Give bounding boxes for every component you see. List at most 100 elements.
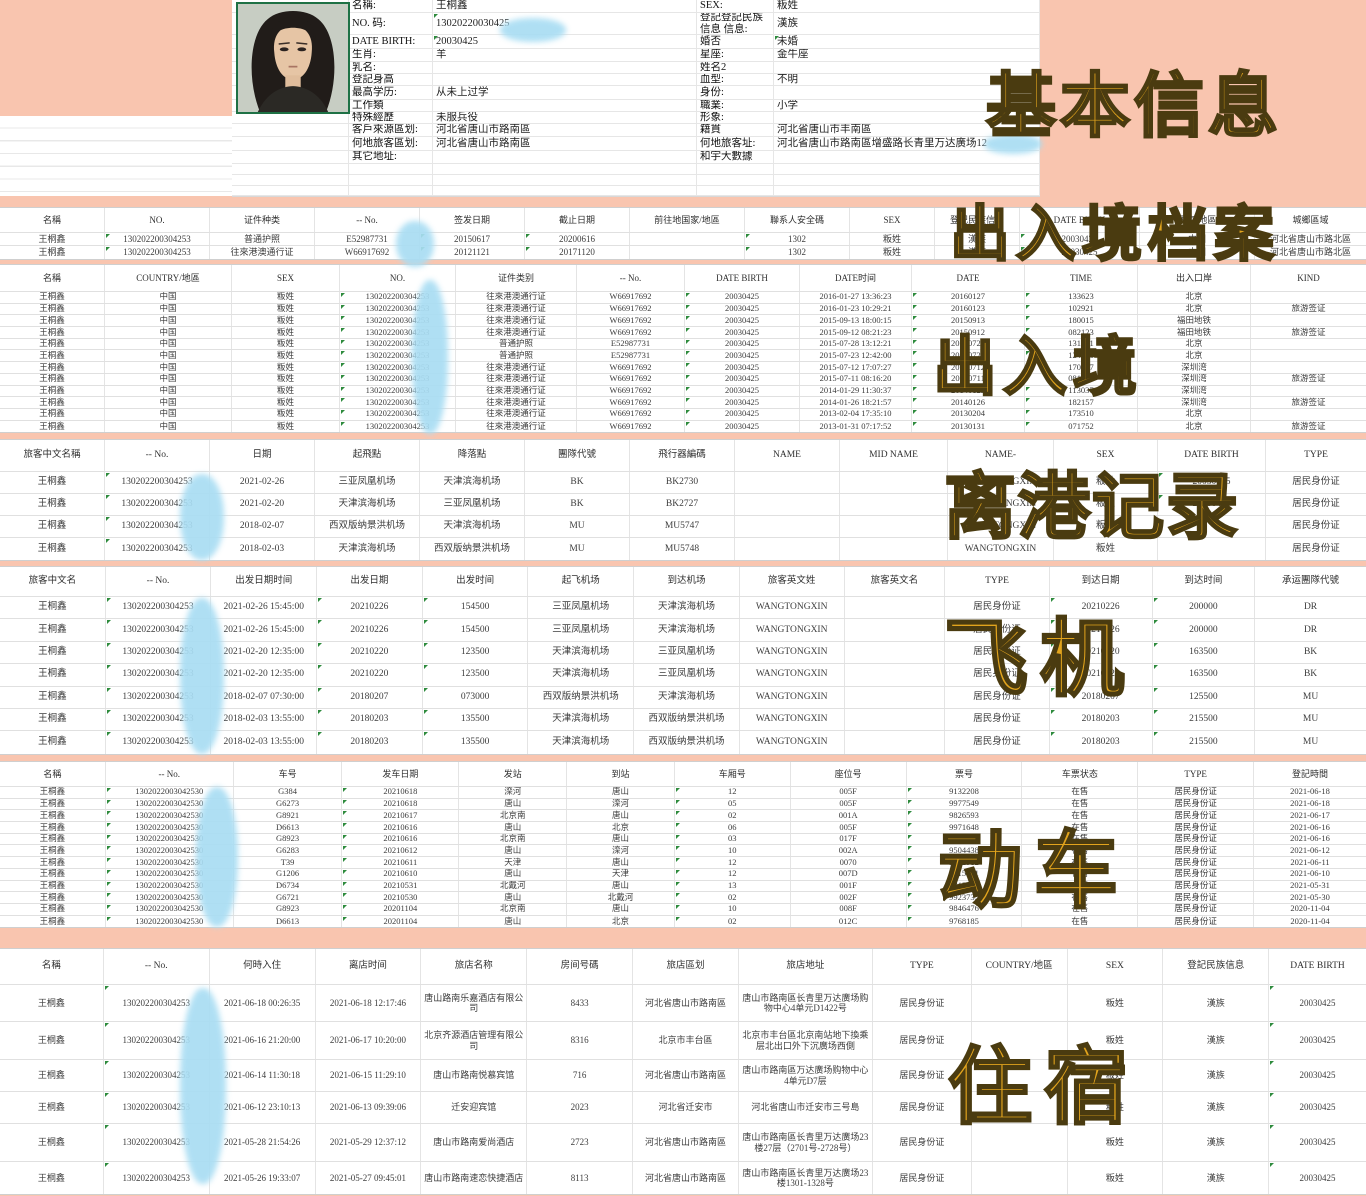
table-cell[interactable]: 20150617 [420, 233, 525, 245]
table-cell[interactable]: 163500 [1153, 641, 1256, 664]
column-header[interactable]: NAME [735, 440, 840, 471]
table-cell[interactable]: 20180203 [1050, 708, 1153, 731]
column-header[interactable]: 名稱 [0, 762, 106, 786]
field-label[interactable]: 登記登記民族信息 信息: [697, 13, 774, 34]
table-row[interactable]: 王桐鑫 中国 粄姓 130202200304253 往來港澳通行证 W66917692 20… [0, 373, 1366, 386]
table-cell[interactable]: 天津 [459, 857, 568, 868]
table-cell[interactable]: WANGTONGXIN [948, 538, 1054, 560]
table-cell[interactable]: 154500 [423, 619, 529, 641]
table-cell[interactable]: 王桐鑫 [0, 385, 105, 397]
table-cell[interactable]: DR [1303, 624, 1318, 635]
field-label[interactable]: 最高学历: [349, 86, 433, 99]
table-cell[interactable]: 20210618 [342, 798, 460, 810]
table-cell[interactable]: 王桐鑫 [0, 810, 106, 822]
table-cell[interactable]: 中国 [1140, 246, 1255, 259]
table-cell[interactable]: 粄姓 [232, 315, 340, 327]
table-row[interactable]: 王桐鑫 1302022003042530 G6721 20210530 唐山 北戴河 02 0… [0, 892, 1366, 904]
table-cell[interactable]: E52987731 [577, 350, 685, 362]
table-cell[interactable]: 200000 [1153, 597, 1256, 619]
table-cell[interactable]: MU5747 [630, 516, 735, 537]
column-header[interactable]: 旅客英文姓 [740, 567, 845, 596]
table-cell[interactable]: 唐山市路南區长青里万达廣场购物中心4单元D1422号 [739, 985, 873, 1021]
table-cell[interactable]: 三亚凤凰机场 [315, 472, 420, 493]
field-label[interactable]: NO. 码: [349, 13, 433, 34]
table-cell[interactable]: 8316 [527, 1022, 634, 1059]
table-cell[interactable]: 170727 [1025, 362, 1138, 373]
table-row[interactable]: 王桐鑫 130202200304253 2018-02-03 13:55:00 201… [0, 708, 1366, 732]
field-label[interactable]: 和宇大數據 [697, 151, 774, 163]
table-cell[interactable]: 中国 [105, 292, 232, 303]
column-header[interactable]: TYPE [1138, 762, 1255, 786]
table-cell[interactable]: WANGTONGXIN [948, 494, 1054, 515]
table-cell[interactable]: 北戴河 [459, 880, 568, 892]
column-header[interactable]: -- No. [104, 949, 210, 984]
table-cell[interactable]: 居民身份证 [1138, 822, 1255, 833]
table-cell[interactable] [845, 731, 946, 754]
table-cell[interactable]: 居民身份证 [873, 1162, 972, 1194]
field-value[interactable] [774, 151, 1040, 163]
field-value[interactable]: 不明 [774, 74, 1040, 85]
table-cell[interactable]: 河北省唐山市路南區 [633, 1162, 739, 1194]
column-header[interactable]: 降落點 [420, 440, 525, 471]
field-label[interactable]: 婚否 [697, 35, 774, 48]
table-cell[interactable] [845, 597, 946, 619]
table-cell[interactable]: 居民身份证 [1138, 903, 1255, 915]
field-label[interactable]: 乳名: [349, 62, 433, 73]
table-cell[interactable] [840, 494, 948, 515]
table-cell[interactable]: 居民身份证 [1138, 787, 1255, 798]
table-cell[interactable]: 20180203 [317, 731, 423, 754]
field-value[interactable]: 羊 [433, 49, 697, 61]
table-cell[interactable]: 往來港澳通行证 [456, 408, 577, 420]
table-cell[interactable]: 王桐鑫 [0, 397, 105, 408]
table-row[interactable]: 王桐鑫 1302022003042530 G6273 20210618 唐山 滦河 05 00… [0, 798, 1366, 811]
table-row[interactable]: 王桐鑫 中国 粄姓 130202200304253 往來港澳通行证 W66917692 20… [0, 315, 1366, 328]
field-value[interactable]: 未服兵役 [433, 112, 697, 123]
column-header[interactable]: 到达日期 [1050, 567, 1153, 596]
table-cell[interactable]: 9923735 [907, 892, 1023, 903]
table-row[interactable]: 王桐鑫 130202200304253 往來港澳通行证 W66917692 201211… [0, 246, 1366, 259]
table-cell[interactable]: 北京 [1138, 420, 1251, 433]
column-header[interactable]: DATE时间 [800, 265, 912, 291]
table-cell[interactable]: 迁安迎宾馆 [421, 1092, 528, 1123]
table-row[interactable]: 王桐鑫 130202200304253 2018-02-07 07:30:00 201… [0, 686, 1366, 709]
table-cell[interactable]: 002F [791, 892, 907, 903]
table-cell[interactable]: 102921 [1025, 303, 1138, 315]
table-cell[interactable]: 20130204 [912, 408, 1025, 420]
column-header[interactable]: 房间号碼 [527, 949, 634, 984]
table-cell[interactable]: 081620 [1025, 373, 1138, 385]
column-header[interactable]: COUNTRY/地區 [105, 265, 232, 291]
table-cell[interactable]: 20030425 [1269, 1124, 1366, 1161]
field-value[interactable]: 漢族 [774, 13, 1040, 34]
table-row[interactable]: 王桐鑫 1302022003042530 G6283 20210612 唐山 滦河 10 00… [0, 845, 1366, 858]
table-cell[interactable]: 北京南 [459, 810, 568, 822]
table-cell[interactable]: 001A [791, 810, 907, 822]
table-cell[interactable]: 20210226 [1050, 619, 1153, 641]
column-header[interactable]: SEX [1054, 440, 1158, 471]
column-header[interactable]: 名稱 [0, 208, 105, 232]
field-value[interactable] [774, 175, 1040, 185]
field-label[interactable] [697, 175, 774, 185]
column-header[interactable]: 签发日期 [420, 208, 525, 232]
table-cell[interactable]: 2013-02-04 17:35:10 [800, 408, 912, 420]
table-cell[interactable]: 天津滨海机场 [420, 516, 525, 537]
table-cell[interactable]: 2015-09-12 08:21:23 [800, 327, 912, 338]
table-cell[interactable]: 天津滨海机场 [634, 597, 740, 619]
column-header[interactable]: DATE [912, 265, 1025, 291]
column-header[interactable]: 城鄉區域 [1292, 214, 1329, 225]
table-cell[interactable]: 唐山市路南區长青里万达廣场23楼1301-1328号 [739, 1162, 873, 1194]
table-cell[interactable]: 20150723 [912, 350, 1025, 362]
table-cell[interactable]: 王桐鑫 [0, 246, 105, 259]
field-label[interactable]: 名稱: [349, 0, 433, 12]
table-cell[interactable]: 123500 [423, 641, 529, 664]
table-cell[interactable]: 唐山市路南爱尚酒店 [421, 1124, 528, 1161]
field-value[interactable]: 未婚 [774, 35, 1040, 48]
field-label[interactable]: 星座: [697, 49, 774, 61]
table-cell[interactable]: 130202200304253 [340, 303, 456, 315]
table-cell[interactable]: 居民身份证 [1292, 477, 1340, 488]
table-cell[interactable]: 2021-02-20 [210, 494, 315, 515]
table-cell[interactable]: 北京 [567, 822, 675, 833]
table-cell[interactable]: 9826593 [907, 810, 1023, 822]
column-header[interactable]: 证件类别 [456, 265, 577, 291]
table-cell[interactable]: 唐山 [567, 880, 675, 892]
table-cell[interactable]: 北京 [1138, 338, 1251, 350]
